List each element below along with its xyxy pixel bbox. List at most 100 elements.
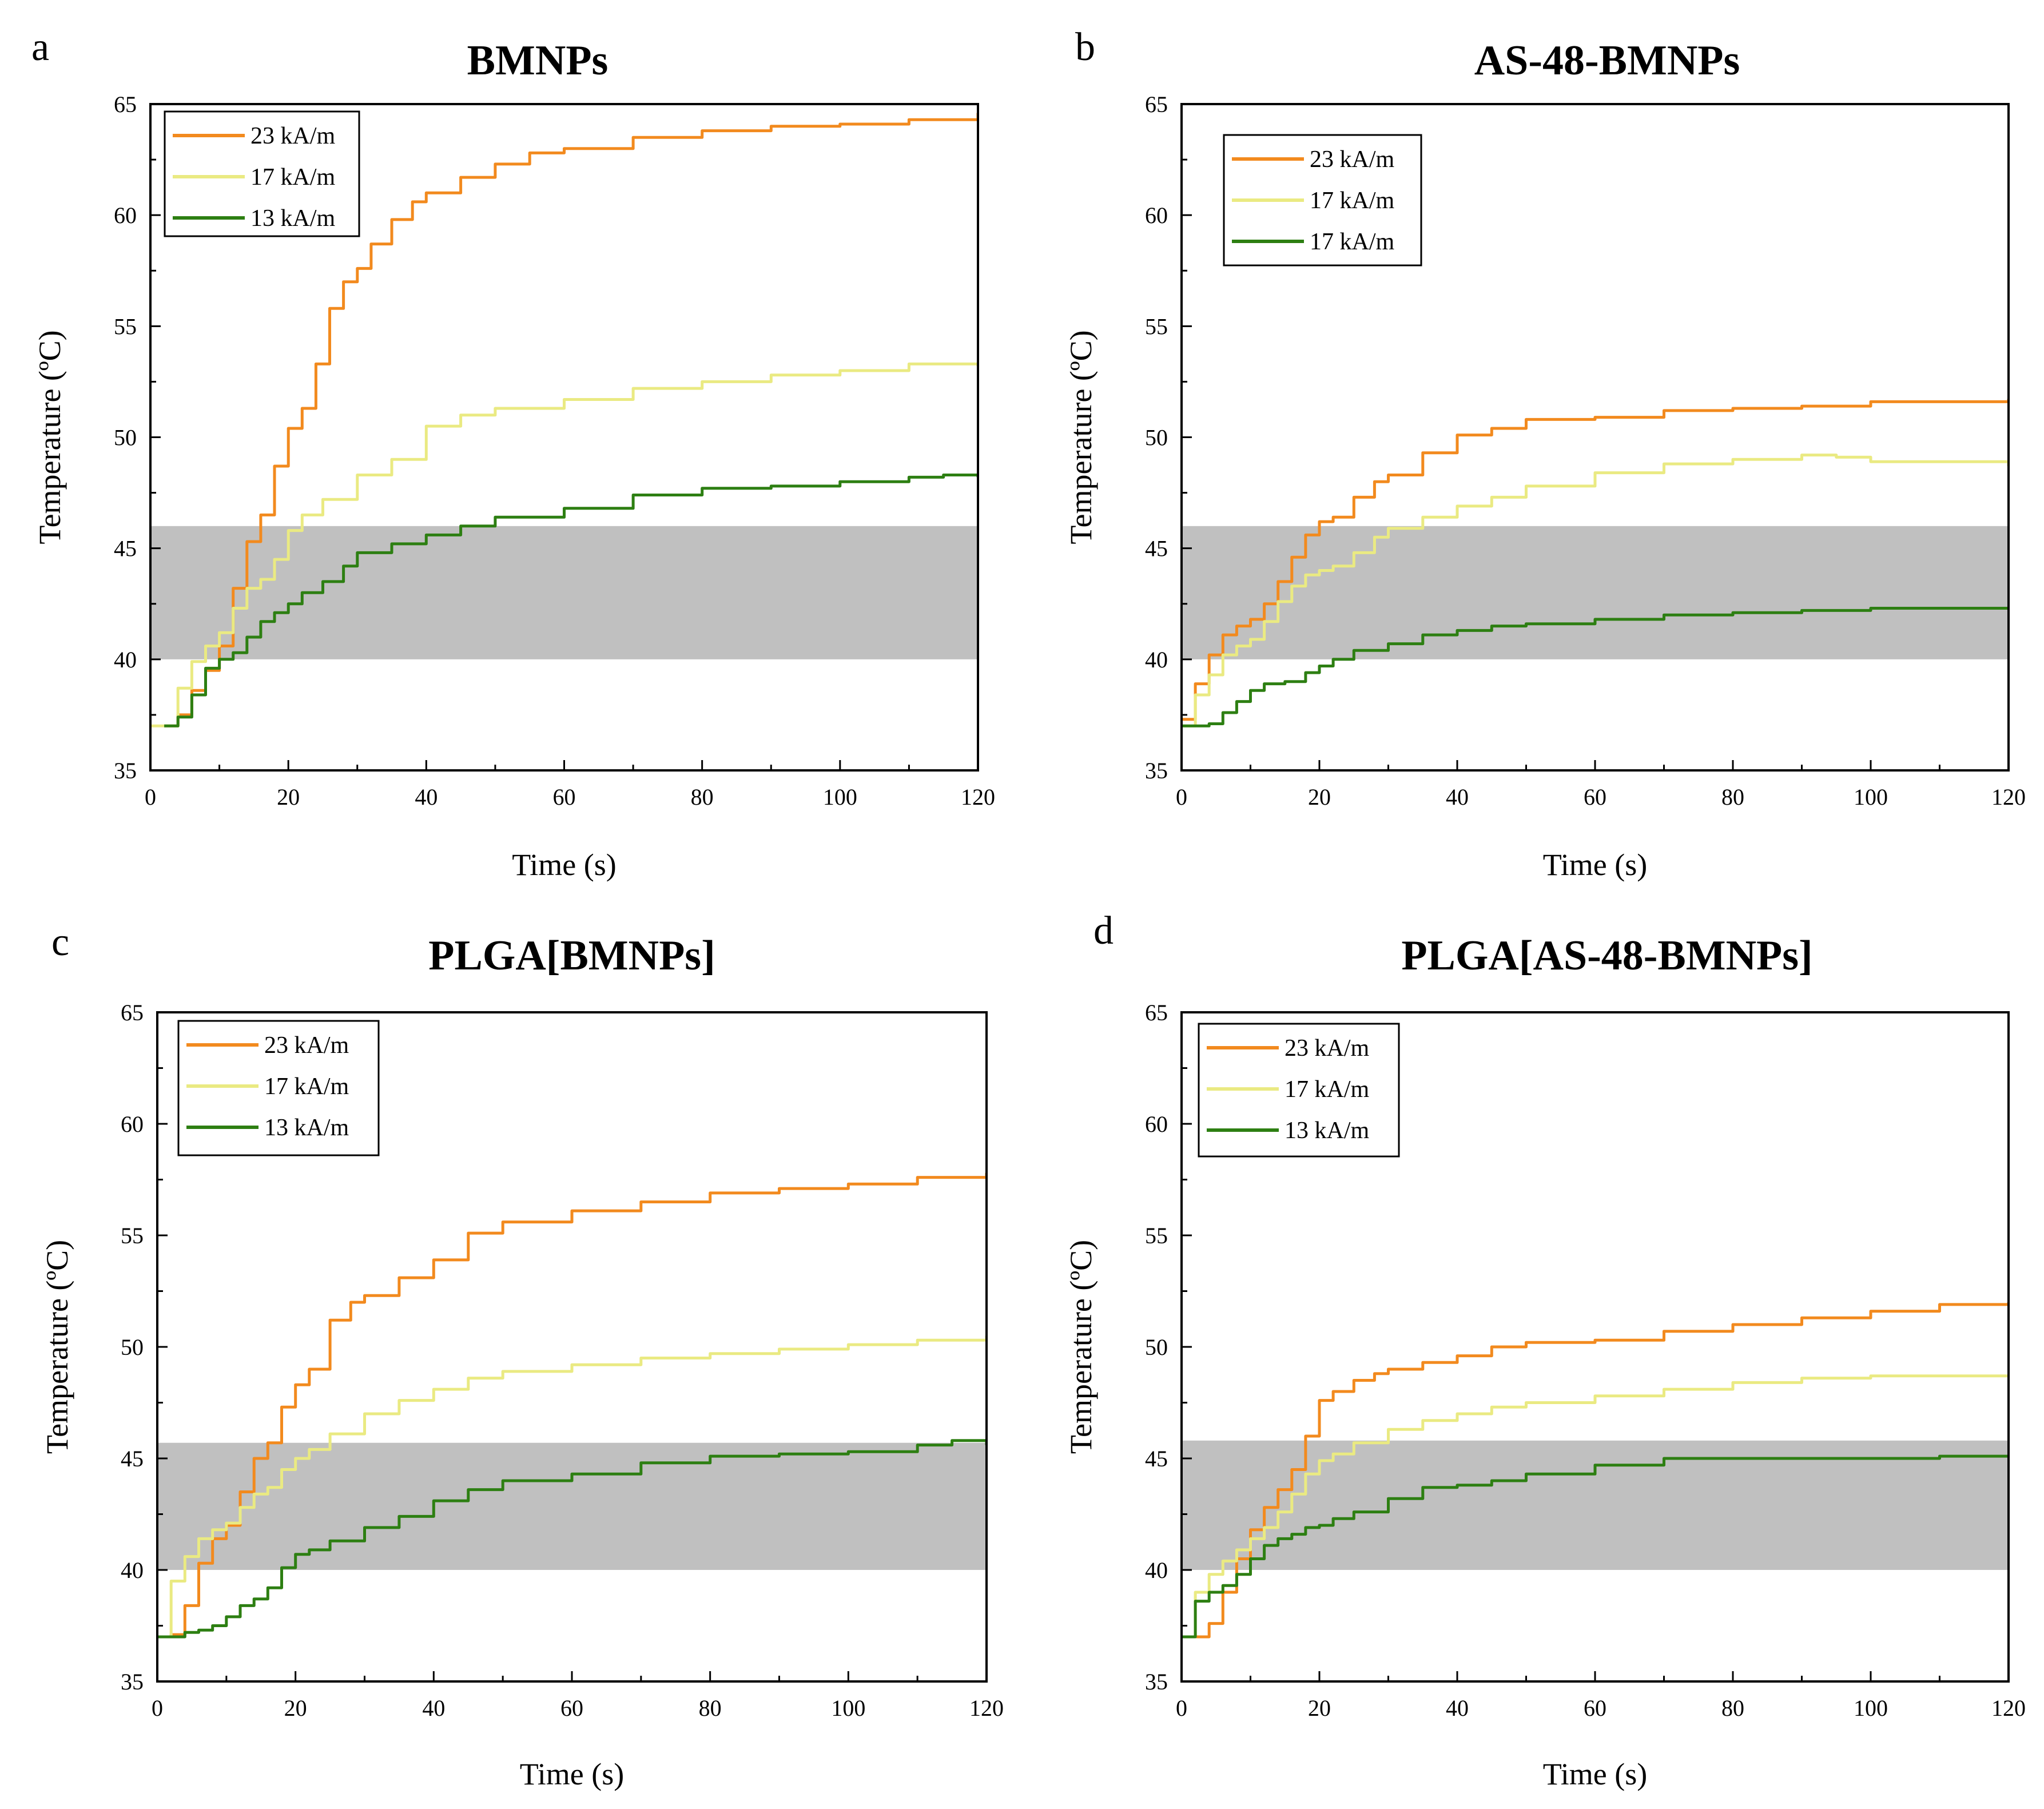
y-tick-label: 40 [114, 647, 137, 673]
x-tick-label: 60 [560, 1695, 583, 1721]
y-tick-label: 35 [1145, 1669, 1168, 1695]
legend-label: 17 kA/m [1310, 188, 1395, 214]
x-axis-label: Time (s) [512, 848, 617, 882]
y-tick-label: 55 [1145, 1223, 1168, 1249]
series-line-orange [1182, 398, 2009, 721]
y-tick-label: 45 [1145, 1446, 1168, 1472]
legend-label: 23 kA/m [264, 1032, 349, 1059]
series-line-green [1182, 607, 2009, 727]
y-axis-label: Temperature (ºC) [1064, 1240, 1098, 1454]
x-tick-label: 100 [1854, 1695, 1888, 1721]
x-tick-label: 40 [1446, 1695, 1469, 1721]
legend-label: 13 kA/m [264, 1115, 349, 1141]
y-tick-label: 65 [121, 1000, 144, 1025]
x-tick-label: 20 [277, 784, 300, 810]
x-tick-label: 80 [691, 784, 714, 810]
y-tick-label: 40 [1145, 1557, 1168, 1583]
legend: 23 kA/m 17 kA/m 13 kA/m [1198, 1023, 1400, 1158]
x-tick-label: 0 [145, 784, 156, 810]
y-tick-label: 35 [121, 1669, 144, 1695]
y-tick-label: 50 [1145, 1334, 1168, 1360]
series-line-yellow [150, 362, 978, 727]
x-tick-label: 20 [284, 1695, 307, 1721]
panel-letter: d [1093, 909, 1114, 953]
y-tick-label: 50 [121, 1334, 144, 1360]
chart-panel-d: d PLGA[AS-48-BMNPs] 0 20 40 60 80 100 120 35 40 45 5… [1064, 909, 2026, 1791]
hyperthermia-band [1182, 526, 2009, 659]
hyperthermia-band [150, 526, 978, 659]
x-tick-label: 60 [1584, 1695, 1606, 1721]
x-tick-label: 60 [553, 784, 576, 810]
x-tick-label: 0 [152, 1695, 163, 1721]
x-tick-label: 100 [1854, 784, 1888, 810]
hyperthermia-band [157, 1442, 987, 1570]
x-tick-label: 0 [1176, 1695, 1187, 1721]
legend-label: 17 kA/m [1285, 1076, 1370, 1103]
x-tick-label: 120 [1991, 784, 2026, 810]
x-tick-label: 0 [1176, 784, 1187, 810]
y-tick-label: 45 [1145, 536, 1168, 562]
x-tick-label: 40 [422, 1695, 445, 1721]
legend: 23 kA/m 17 kA/m 17 kA/m [1223, 134, 1422, 267]
x-tick-label: 120 [1991, 1695, 2026, 1721]
y-tick-label: 45 [121, 1446, 144, 1472]
x-tick-label: 100 [823, 784, 857, 810]
y-axis-label: Temperature (ºC) [40, 1240, 74, 1454]
y-tick-label: 50 [114, 425, 137, 451]
x-tick-label: 60 [1584, 784, 1606, 810]
y-tick-label: 65 [1145, 92, 1168, 117]
y-tick-label: 40 [121, 1557, 144, 1583]
y-tick-label: 55 [114, 313, 137, 339]
series-line-yellow [157, 1335, 987, 1639]
chart-panel-a: a BMNPs 0 20 40 60 80 100 120 35 40 45 50 55 60 65 Time … [31, 25, 995, 882]
x-tick-label: 20 [1308, 784, 1331, 810]
legend-label: 23 kA/m [1285, 1035, 1370, 1061]
series-line-orange [1182, 1302, 2009, 1639]
series-line-green [1182, 1454, 2009, 1639]
x-tick-label: 40 [415, 784, 438, 810]
x-tick-label: 120 [961, 784, 995, 810]
y-axis-label: Temperature (ºC) [33, 330, 67, 544]
legend-box [164, 110, 360, 237]
y-tick-label: 60 [1145, 202, 1168, 228]
y-tick-label: 45 [114, 536, 137, 562]
x-tick-label: 40 [1446, 784, 1469, 810]
legend-label: 23 kA/m [1310, 146, 1395, 173]
x-axis-label: Time (s) [1543, 848, 1648, 882]
y-tick-label: 50 [1145, 425, 1168, 451]
x-tick-label: 80 [1721, 1695, 1744, 1721]
y-tick-label: 60 [121, 1111, 144, 1137]
x-tick-label: 20 [1308, 1695, 1331, 1721]
y-tick-label: 60 [114, 202, 137, 228]
legend-label: 17 kA/m [250, 164, 336, 190]
x-axis-label: Time (s) [520, 1757, 625, 1791]
legend: 23 kA/m 17 kA/m 13 kA/m [177, 1020, 380, 1156]
chart-title: PLGA[BMNPs] [428, 932, 715, 979]
y-tick-label: 40 [1145, 647, 1168, 673]
y-tick-label: 35 [114, 758, 137, 784]
chart-panel-b: b AS-48-BMNPs 0 20 40 60 80 100 120 35 40 45 50 55 60 6… [1064, 25, 2026, 882]
y-tick-label: 55 [1145, 313, 1168, 339]
series-line-yellow [1182, 454, 2009, 727]
y-tick-label: 55 [121, 1223, 144, 1249]
x-axis-label: Time (s) [1543, 1757, 1648, 1791]
chart-title: AS-48-BMNPs [1474, 37, 1740, 84]
x-tick-label: 80 [699, 1695, 722, 1721]
legend-label: 13 kA/m [1285, 1118, 1370, 1144]
y-tick-label: 60 [1145, 1111, 1168, 1137]
legend-label: 23 kA/m [250, 123, 336, 149]
y-axis-label: Temperature (ºC) [1064, 330, 1098, 544]
chart-panel-c: c PLGA[BMNPs] 0 20 40 60 80 100 120 35 40 45 50 55 60 6… [40, 920, 1004, 1791]
x-tick-label: 120 [969, 1695, 1004, 1721]
legend-label: 13 kA/m [250, 205, 336, 232]
series-line-green [157, 1439, 987, 1639]
x-tick-label: 80 [1721, 784, 1744, 810]
series-line-orange [157, 1172, 987, 1639]
panel-letter: b [1075, 25, 1095, 69]
chart-title: PLGA[AS-48-BMNPs] [1401, 932, 1812, 979]
y-tick-label: 35 [1145, 758, 1168, 784]
legend-label: 17 kA/m [1310, 229, 1395, 255]
panel-letter: c [51, 920, 69, 964]
y-tick-label: 65 [114, 92, 137, 117]
